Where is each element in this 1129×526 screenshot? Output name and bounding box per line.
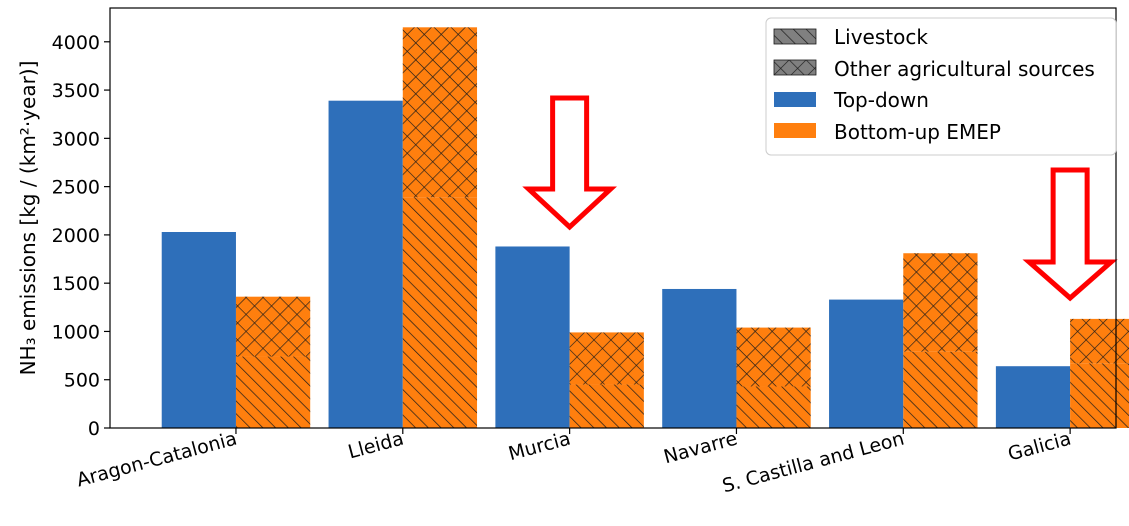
- x-tick-label: S. Castilla and Leon: [720, 428, 907, 498]
- bar-bottom-up-other-agricultural-sources-s-castilla-and-leon-hatch: [903, 253, 978, 352]
- y-tick-label: 3000: [52, 128, 100, 150]
- legend-label-livestock: Livestock: [834, 25, 928, 49]
- y-tick-label: 1500: [52, 273, 100, 295]
- x-tick-label: Galicia: [1006, 428, 1074, 466]
- y-tick-label: 0: [88, 418, 100, 440]
- bar-top-down-aragon-catalonia: [161, 232, 236, 428]
- legend-swatch-livestock-hatch: [774, 29, 816, 44]
- bar-bottom-up-livestock-murcia-hatch: [569, 384, 644, 428]
- bar-bottom-up-other-agricultural-sources-navarre-hatch: [736, 327, 811, 387]
- bar-bottom-up-livestock-galicia-hatch: [1070, 363, 1129, 428]
- legend-label-other-agri: Other agricultural sources: [834, 57, 1095, 81]
- legend: Livestock Other agricultural sources Top…: [765, 17, 1117, 156]
- red-down-arrow-galicia: [1022, 167, 1118, 302]
- y-tick-label: 2500: [52, 177, 100, 199]
- y-tick-label: 2000: [52, 225, 100, 247]
- bar-bottom-up-livestock-lleida-hatch: [402, 197, 478, 428]
- x-tick-label: Navarre: [661, 428, 739, 469]
- bar-bottom-up-livestock-navarre-hatch: [736, 386, 811, 428]
- bar-top-down-lleida: [328, 100, 403, 429]
- legend-swatch-other-agri-hatch: [774, 60, 816, 75]
- x-tick-label: Lleida: [346, 428, 406, 464]
- y-tick-label: 1000: [52, 321, 100, 343]
- y-tick-label: 500: [64, 370, 100, 392]
- bars-layer: [161, 27, 1129, 429]
- red-down-arrow-murcia: [522, 95, 617, 231]
- bar-bottom-up-livestock-aragon-catalonia-hatch: [235, 356, 311, 428]
- bar-top-down-s-castilla-and-leon: [829, 299, 904, 428]
- y-axis-label: NH₃ emissions [kg / (km²·year)]: [16, 61, 40, 376]
- plot-frame: [109, 7, 1117, 429]
- bar-top-down-murcia: [495, 246, 570, 428]
- bar-bottom-up-livestock-s-castilla-and-leon-hatch: [903, 351, 978, 428]
- legend-swatch-top-down: [774, 92, 816, 107]
- y-tick-label: 4000: [52, 32, 100, 54]
- bar-top-down-navarre: [662, 288, 737, 428]
- bar-bottom-up-other-agricultural-sources-galicia-hatch: [1070, 318, 1129, 364]
- legend-label-bottom-up: Bottom-up EMEP: [834, 120, 1001, 144]
- bar-bottom-up-other-agricultural-sources-lleida-hatch: [402, 27, 478, 198]
- bar-bottom-up-other-agricultural-sources-aragon-catalonia-hatch: [235, 296, 311, 357]
- legend-frame: [765, 17, 1117, 156]
- legend-label-top-down: Top-down: [833, 88, 929, 112]
- annotation-layer: [522, 95, 1118, 302]
- x-tick-label: Murcia: [506, 428, 573, 466]
- bar-top-down-galicia: [995, 366, 1071, 428]
- bar-bottom-up-other-agricultural-sources-murcia-hatch: [569, 332, 644, 385]
- y-tick-label: 3500: [52, 80, 100, 102]
- legend-swatch-bottom-up: [774, 123, 816, 138]
